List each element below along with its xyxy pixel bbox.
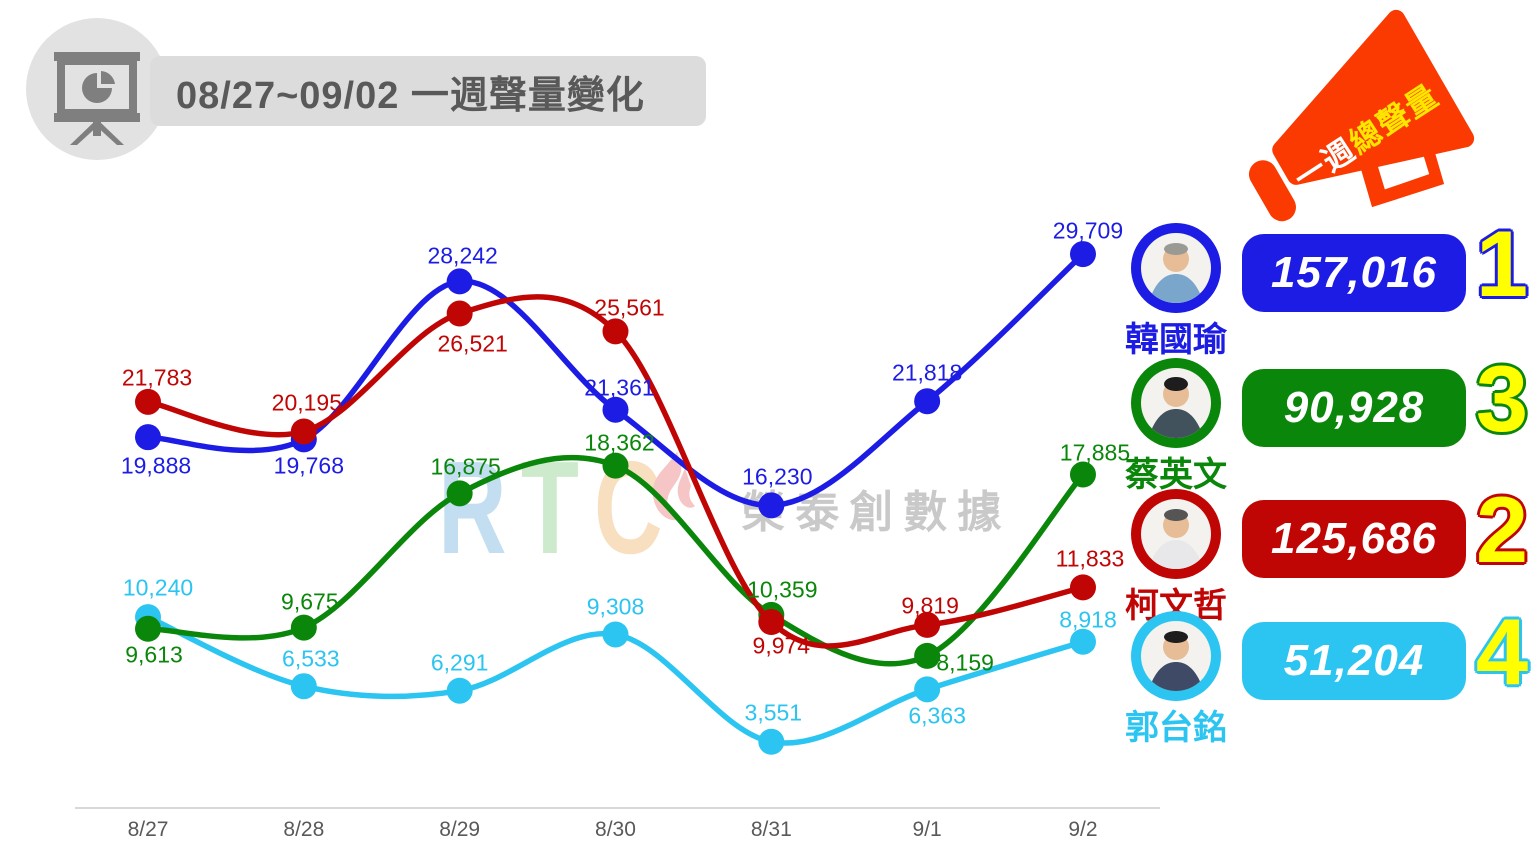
avatar-ko-wen-je <box>1130 488 1222 580</box>
watermark-letter-r: R <box>437 434 507 581</box>
x-tick-label: 8/29 <box>439 818 481 841</box>
total-volume-pill: 157,016 <box>1242 234 1466 312</box>
avatar-han-kuo-yu <box>1130 222 1222 314</box>
flame-icon <box>653 452 696 521</box>
weekly-total-badge: 一週總聲量 <box>1215 9 1525 265</box>
data-point <box>446 677 473 704</box>
ranking-row-han-kuo-yu: 韓國瑜 157,016 1 <box>1125 214 1532 360</box>
data-point <box>758 728 785 755</box>
data-point <box>135 388 161 415</box>
data-point <box>1069 461 1096 488</box>
ranking-row-tsai-ing-wen: 蔡英文 90,928 3 <box>1125 349 1532 495</box>
title-banner: 08/27~09/02 一週聲量變化 <box>150 56 706 126</box>
page-title: 08/27~09/02 一週聲量變化 <box>176 74 645 117</box>
ranking-panel: 韓國瑜 157,016 1 蔡英文 <box>1125 0 1532 864</box>
total-volume-value: 157,016 <box>1270 248 1438 297</box>
megaphone-icon <box>1248 9 1475 222</box>
total-volume-value: 125,686 <box>1270 514 1438 563</box>
data-point <box>914 676 941 703</box>
rank-number: 2 <box>1475 477 1529 582</box>
rank-number: 4 <box>1475 599 1529 704</box>
candidate-name: 郭台銘 <box>1125 709 1227 747</box>
data-point <box>602 318 629 345</box>
total-volume-value: 90,928 <box>1283 383 1425 432</box>
data-point <box>1069 574 1096 601</box>
x-tick-label: 8/28 <box>283 818 325 841</box>
watermark-company-name: 榮泰創數據 <box>741 488 1012 537</box>
rank-number: 1 <box>1475 211 1529 316</box>
x-tick-label: 8/27 <box>127 818 169 841</box>
x-tick-label: 9/2 <box>1068 818 1098 841</box>
avatar-terry-gou <box>1130 610 1222 702</box>
data-point <box>602 396 629 423</box>
data-point <box>758 492 785 519</box>
data-point <box>290 614 317 641</box>
rank-number: 3 <box>1475 346 1529 451</box>
data-point <box>914 611 941 638</box>
x-tick-label: 8/31 <box>750 818 792 841</box>
total-volume-pill: 125,686 <box>1242 500 1466 578</box>
data-point <box>135 615 161 642</box>
data-point <box>602 452 629 479</box>
candidate-name: 蔡英文 <box>1125 456 1227 494</box>
data-point <box>914 388 941 415</box>
data-point <box>758 609 785 636</box>
total-volume-pill: 51,204 <box>1242 622 1466 700</box>
x-tick-label: 9/1 <box>912 818 942 841</box>
total-volume-value: 51,204 <box>1283 636 1425 685</box>
data-point <box>446 268 473 295</box>
avatar-tsai-ing-wen <box>1130 357 1222 449</box>
data-point <box>446 300 473 327</box>
candidate-name: 韓國瑜 <box>1125 321 1227 359</box>
total-volume-pill: 90,928 <box>1242 369 1466 447</box>
data-point <box>135 424 161 451</box>
data-point <box>914 642 941 669</box>
data-point <box>446 480 473 507</box>
data-point <box>290 418 317 445</box>
presentation-chart-icon <box>54 52 140 145</box>
data-point <box>602 621 629 648</box>
data-point <box>290 673 317 700</box>
data-point <box>1069 628 1096 655</box>
ranking-row-terry-gou: 郭台銘 51,204 4 <box>1125 602 1532 748</box>
data-point <box>1069 241 1096 268</box>
x-tick-label: 8/30 <box>595 818 636 841</box>
